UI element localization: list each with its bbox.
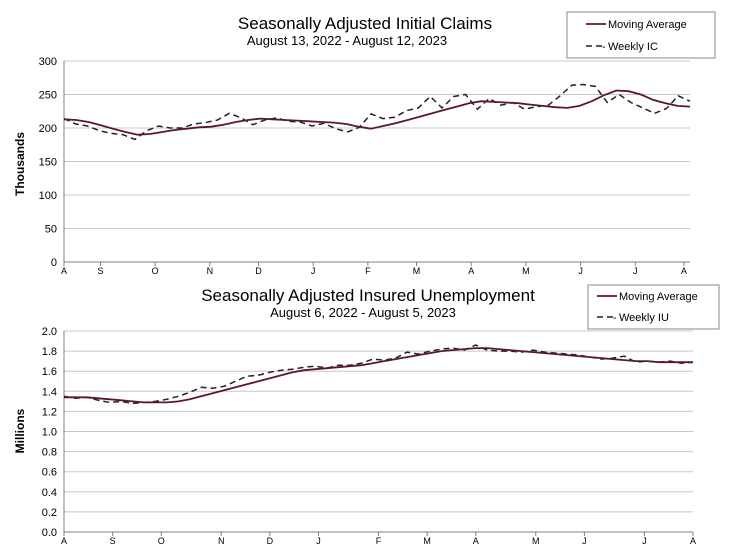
x-tick-label: J xyxy=(316,536,321,546)
legend-label-weekly: Weekly IU xyxy=(619,312,669,324)
chart-title: Seasonally Adjusted Insured Unemployment xyxy=(201,286,535,305)
y-tick-label: 250 xyxy=(39,90,57,102)
y-tick-label: 0.2 xyxy=(42,507,57,519)
x-tick-label: A xyxy=(681,266,687,276)
x-tick-label: A xyxy=(61,536,67,546)
y-tick-label: 200 xyxy=(39,123,57,135)
legend-dash: - xyxy=(613,312,617,324)
x-tick-label: F xyxy=(365,266,371,276)
series-line-weekly xyxy=(63,344,694,405)
legend-label-moving-average: Moving Average xyxy=(619,291,698,303)
x-tick-label: N xyxy=(218,536,225,546)
y-axis-label: Thousands xyxy=(13,132,27,196)
x-tick-label: A xyxy=(473,536,479,546)
x-tick-label: O xyxy=(152,266,159,276)
y-tick-label: 1.8 xyxy=(42,346,57,358)
chart-subtitle: August 13, 2022 - August 12, 2023 xyxy=(247,33,447,48)
y-tick-label: 1.6 xyxy=(42,366,57,378)
chart-subtitle: August 6, 2022 - August 5, 2023 xyxy=(270,305,456,320)
x-tick-label: A xyxy=(61,266,67,276)
x-tick-label: J xyxy=(642,536,647,546)
y-tick-label: 0.0 xyxy=(42,527,57,539)
chart-title: Seasonally Adjusted Initial Claims xyxy=(238,14,492,33)
x-tick-label: A xyxy=(690,536,696,546)
initial-claims-chart: Seasonally Adjusted Initial Claims Augus… xyxy=(13,11,716,276)
series-line-moving-average xyxy=(64,347,693,404)
legend: Moving Average - Weekly IC xyxy=(566,11,716,59)
y-tick-label: 50 xyxy=(45,224,57,236)
y-tick-label: 0.8 xyxy=(42,447,57,459)
x-tick-label: D xyxy=(267,536,274,546)
x-tick-label: M xyxy=(423,536,431,546)
y-axis-label: Millions xyxy=(13,408,27,453)
x-tick-label: J xyxy=(311,266,316,276)
legend-dash: - xyxy=(602,41,606,53)
y-tick-label: 300 xyxy=(39,56,57,68)
x-tick-label: O xyxy=(158,536,165,546)
y-tick-label: 2.0 xyxy=(42,326,57,338)
x-tick-label: J xyxy=(578,266,583,276)
legend-label-weekly: Weekly IC xyxy=(608,41,658,53)
x-tick-label: S xyxy=(110,536,116,546)
legend-label-moving-average: Moving Average xyxy=(608,19,687,31)
y-tick-label: 0 xyxy=(51,257,57,269)
insured-unemployment-chart: Seasonally Adjusted Insured Unemployment… xyxy=(13,284,720,546)
y-tick-label: 150 xyxy=(39,157,57,169)
legend-box xyxy=(587,284,720,330)
y-tick-label: 0.6 xyxy=(42,467,57,479)
x-tick-label: F xyxy=(376,536,382,546)
series-line-moving-average xyxy=(63,89,691,136)
legend: Moving Average - Weekly IU xyxy=(587,284,720,330)
y-tick-label: 1.0 xyxy=(42,427,57,439)
y-tick-label: 1.4 xyxy=(42,386,57,398)
x-tick-label: S xyxy=(97,266,103,276)
x-tick-label: M xyxy=(532,536,540,546)
y-tick-label: 100 xyxy=(39,190,57,202)
x-tick-label: D xyxy=(255,266,262,276)
legend-box xyxy=(566,11,716,59)
y-tick-label: 1.2 xyxy=(42,406,57,418)
x-tick-label: J xyxy=(633,266,638,276)
x-tick-label: N xyxy=(207,266,214,276)
x-tick-label: M xyxy=(413,266,421,276)
x-tick-label: M xyxy=(522,266,530,276)
y-tick-label: 0.4 xyxy=(42,487,57,499)
series-line-weekly xyxy=(63,83,691,141)
x-tick-label: A xyxy=(468,266,474,276)
x-tick-label: J xyxy=(582,536,587,546)
